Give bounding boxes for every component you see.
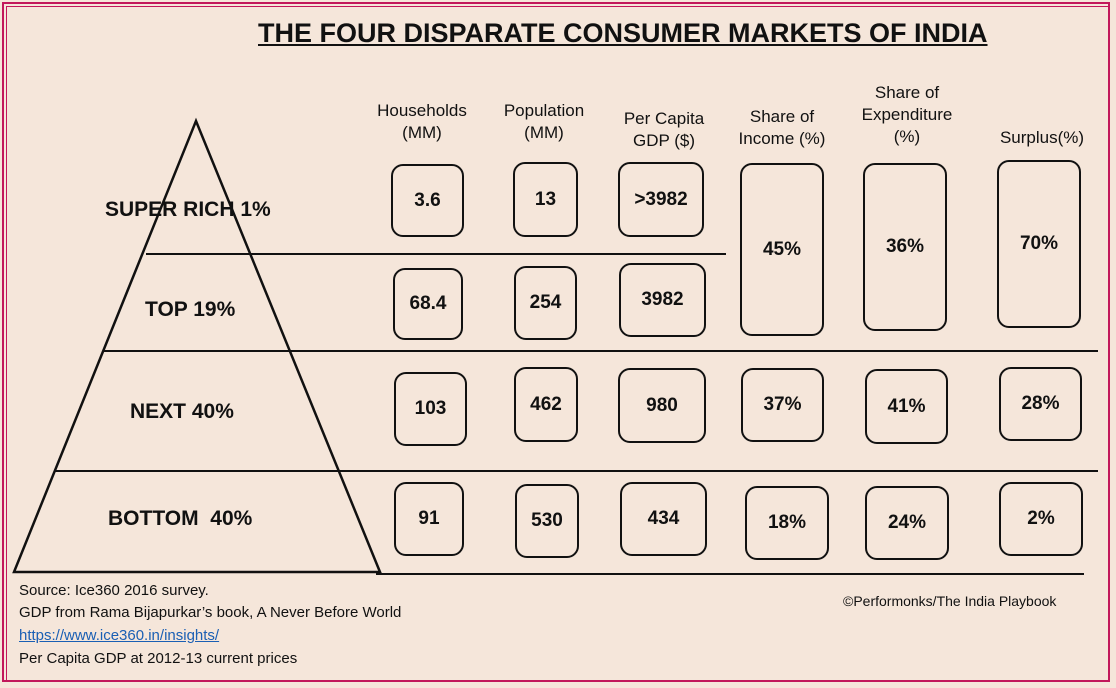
divider-super-rich-top xyxy=(146,253,726,255)
page-title: THE FOUR DISPARATE CONSUMER MARKETS OF I… xyxy=(258,18,988,48)
cell-bottom-expenditure: 24% xyxy=(865,486,949,560)
cell-next-households: 103 xyxy=(394,372,467,446)
cell-bottom-surplus: 2% xyxy=(999,482,1083,556)
divider-top-next xyxy=(104,350,1098,352)
tier-label-next: NEXT 40% xyxy=(130,400,234,423)
footer-gdp-source: GDP from Rama Bijapurkar’s book, A Never… xyxy=(19,604,402,621)
cell-bottom-income: 18% xyxy=(745,486,829,560)
cell-top20-income: 45% xyxy=(740,163,824,336)
col-header-households: Households (MM) xyxy=(377,101,467,142)
cell-bottom-households: 91 xyxy=(394,482,464,556)
cell-next-surplus: 28% xyxy=(999,367,1082,441)
cell-next-gdp: 980 xyxy=(618,368,706,443)
cell-super-rich-gdp: >3982 xyxy=(618,162,704,237)
tier-label-bottom: BOTTOM 40% xyxy=(108,507,253,530)
divider-next-bottom xyxy=(54,470,1098,472)
copyright: ©Performonks/The India Playbook xyxy=(843,593,1057,609)
cell-super-rich-households: 3.6 xyxy=(391,164,464,237)
footer-source: Source: Ice360 2016 survey. xyxy=(19,582,209,599)
tier-label-top: TOP 19% xyxy=(145,298,236,321)
col-header-population: Population (MM) xyxy=(503,101,585,142)
cell-bottom-population: 530 xyxy=(515,484,579,558)
col-header-income: Share of Income (%) xyxy=(738,107,826,148)
footer-link[interactable]: https://www.ice360.in/insights/ xyxy=(19,627,220,644)
cell-super-rich-population: 13 xyxy=(513,162,578,237)
cell-next-income: 37% xyxy=(741,368,824,442)
cell-top20-surplus: 70% xyxy=(997,160,1081,328)
col-header-gdp: Per Capita GDP ($) xyxy=(623,109,705,150)
cell-top-population: 254 xyxy=(514,266,577,340)
cell-bottom-gdp: 434 xyxy=(620,482,707,556)
cell-top-gdp: 3982 xyxy=(619,263,706,337)
cell-next-population: 462 xyxy=(514,367,578,442)
col-header-expenditure: Share of Expenditure (%) xyxy=(861,83,953,146)
tier-label-super-rich: SUPER RICH 1% xyxy=(105,198,271,221)
footer-link-wrap: https://www.ice360.in/insights/ xyxy=(19,627,219,644)
footer-prices: Per Capita GDP at 2012-13 current prices xyxy=(19,650,298,667)
pyramid-shape xyxy=(12,117,382,574)
divider-bottom xyxy=(376,573,1084,575)
cell-next-expenditure: 41% xyxy=(865,369,948,444)
cell-top20-expenditure: 36% xyxy=(863,163,947,331)
inner-border xyxy=(6,6,1110,682)
cell-top-households: 68.4 xyxy=(393,268,463,340)
col-header-surplus: Surplus(%) xyxy=(999,128,1085,147)
